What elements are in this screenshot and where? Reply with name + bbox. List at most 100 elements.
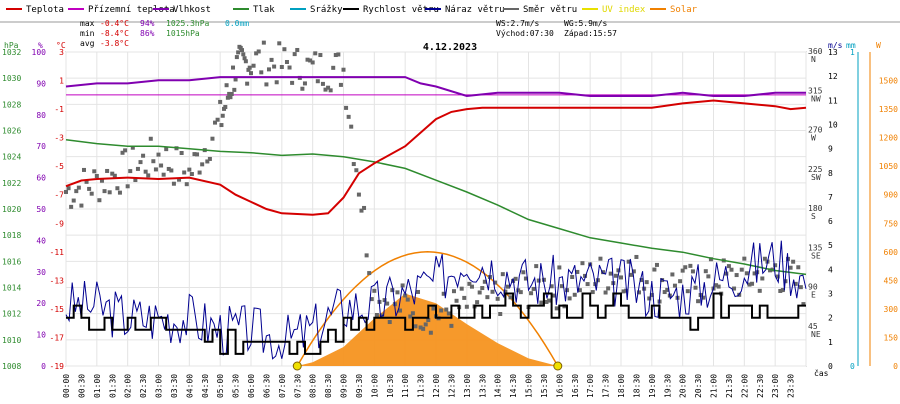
direction-point: [567, 296, 572, 301]
humidity-tick: 70: [36, 142, 46, 151]
x-tick: 09:00: [340, 374, 349, 398]
wind-tick: 2: [828, 314, 833, 323]
direction-point: [423, 322, 428, 327]
direction-point: [439, 308, 444, 313]
pressure-tick: 1012: [2, 310, 21, 319]
direction-point: [133, 178, 138, 183]
direction-point: [428, 330, 433, 335]
temperature-tick: -15: [50, 305, 65, 314]
direction-point: [724, 271, 729, 276]
direction-point: [534, 264, 539, 269]
direction-point: [66, 186, 71, 191]
direction-point: [138, 160, 143, 165]
direction-point: [213, 120, 218, 125]
direction-point: [247, 65, 252, 70]
stat-avg-temp: -3.8°C: [100, 39, 129, 48]
direction-tick-label: NW: [811, 94, 821, 103]
direction-point: [503, 289, 508, 294]
direction-point: [580, 261, 585, 266]
humidity-tick: 40: [36, 236, 46, 245]
direction-point: [446, 311, 451, 316]
pressure-tick: 1026: [2, 127, 21, 136]
humidity-tick: 100: [32, 48, 47, 57]
direction-point: [269, 57, 274, 62]
direction-point: [359, 208, 364, 213]
direction-point: [308, 58, 313, 63]
direction-point: [536, 278, 541, 283]
x-tick: 05:30: [232, 374, 241, 398]
direction-point: [729, 267, 734, 272]
wind-gust-line: [65, 240, 807, 360]
direction-point: [690, 269, 695, 274]
direction-point: [367, 271, 372, 276]
direction-point: [475, 300, 480, 305]
direction-point: [246, 67, 251, 72]
direction-point: [583, 273, 588, 278]
sunrise-info: Východ:07:30: [496, 29, 554, 38]
direction-point: [459, 286, 464, 291]
direction-tick: 315: [808, 86, 823, 95]
legend-item-1: Přízemní teplota: [68, 5, 175, 15]
wind-speed-info: WS:2.7m/s: [496, 19, 540, 28]
direction-point: [557, 265, 562, 270]
direction-point: [97, 198, 102, 203]
direction-point: [495, 296, 500, 301]
direction-point: [477, 290, 482, 295]
direction-point: [141, 153, 146, 158]
wind-tick: 6: [828, 217, 833, 226]
direction-point: [601, 270, 606, 275]
legend-item-7: Směr větru: [503, 5, 577, 15]
direction-point: [219, 123, 224, 128]
direction-point: [99, 178, 104, 183]
legend-item-4: Srážky: [290, 5, 343, 15]
direction-point: [318, 53, 323, 58]
x-tick: 23:30: [787, 374, 796, 398]
direction-point: [287, 65, 292, 70]
direction-point: [117, 190, 122, 195]
x-tick: 20:00: [679, 374, 688, 398]
direction-point: [169, 168, 174, 173]
pressure-tick: 1016: [2, 257, 21, 266]
sunrise-marker: [292, 361, 302, 371]
direction-point: [166, 166, 171, 171]
direction-point: [714, 283, 719, 288]
direction-point: [277, 41, 282, 46]
direction-point: [608, 271, 613, 276]
direction-point: [750, 281, 755, 286]
pressure-unit: hPa: [4, 41, 19, 50]
direction-point: [385, 301, 390, 306]
direction-point: [349, 124, 354, 129]
x-tick: 07:30: [293, 374, 302, 398]
direction-point: [516, 288, 521, 293]
direction-point: [706, 274, 711, 279]
wind-tick: 9: [828, 145, 833, 154]
direction-point: [313, 51, 318, 56]
direction-point: [732, 286, 737, 291]
temperature-tick: 1: [59, 77, 64, 86]
direction-point: [744, 271, 749, 276]
stat-max-rain: 0.0mm: [225, 19, 249, 28]
direction-point: [531, 286, 536, 291]
x-axis-label: čas: [814, 368, 829, 378]
wind-speed-line: [66, 292, 806, 355]
direction-point: [619, 275, 623, 280]
direction-point: [616, 268, 621, 273]
direction-point: [79, 203, 84, 208]
direction-point: [64, 189, 68, 194]
direction-point: [703, 269, 708, 274]
humidity-line: [65, 76, 806, 98]
direction-point: [739, 267, 744, 272]
direction-point: [796, 265, 801, 270]
direction-point: [128, 169, 133, 174]
humidity-tick: 50: [36, 205, 46, 214]
direction-point: [747, 282, 752, 287]
humidity-tick: 30: [36, 268, 46, 277]
pressure-tick: 1024: [2, 153, 21, 162]
x-tick: 10:00: [370, 374, 379, 398]
x-tick: 14:00: [494, 374, 503, 398]
direction-tick-label: N: [811, 55, 816, 64]
wind-tick: 10: [828, 120, 838, 129]
direction-tick: 270: [808, 126, 823, 135]
direction-point: [228, 95, 233, 100]
